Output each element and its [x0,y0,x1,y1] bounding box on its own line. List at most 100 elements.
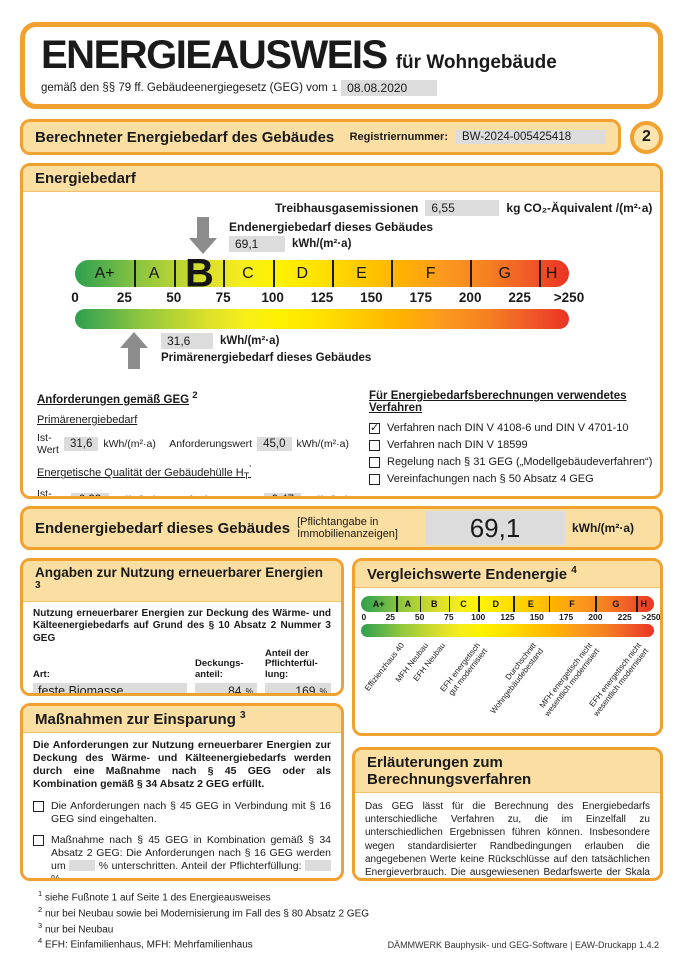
tick: 200 [588,612,603,622]
endenergie-label: Endenergiebedarf dieses Gebäudes [229,220,434,234]
verfahren-label-2: Verfahren nach DIN V 18599 [387,439,528,451]
endband-value-field: 69,1 [425,511,565,545]
ghg-value-field: 6,55 [425,200,500,216]
percent-sign: % [245,686,253,696]
ghg-row: Treibhausgasemissionen 6,55 kg CO₂-Äquiv… [275,200,652,216]
massnahmen-item: Die Anforderungen nach § 45 GEG in Verbi… [33,800,331,826]
footnote-ref-3b: 3 [240,710,246,721]
erlaeuterungen-title: Erläuterungen zum Berechnungsverfahren [355,750,660,793]
tick-250plus: >250 [553,290,585,305]
col-deckungsanteil: Deckungs- anteil: [195,658,244,680]
tick: 125 [500,612,515,622]
tick-75: 75 [215,290,231,305]
scale-letter-d: D [296,264,309,282]
scale-letter-g: G [498,264,511,282]
ht-ist-field: 0,33 [70,492,110,496]
tick-25: 25 [116,290,132,305]
verfahren-checkbox-3 [369,457,380,468]
blank-percent-field [69,860,96,871]
vergleich-gradient-bar [361,624,654,637]
tick-200: 200 [458,290,482,305]
verfahren-item: ✓ Verfahren nach DIN V 4108-6 und DIN V … [369,422,655,434]
energy-class-scale: A+ A B C D E F G H [75,251,569,295]
anforderungswert-label-2: Anforderungswert [176,494,259,496]
verfahren-item: Vereinfachungen nach § 50 Absatz 4 GEG [369,473,655,485]
endenergie-marker-arrow-icon [189,217,217,254]
footnote-1: 1 siehe Fußnote 1 auf Seite 1 des Energi… [38,889,271,904]
erlaeuterungen-body: Das GEG lässt für die Berechnung des Ene… [365,801,650,878]
tick: 225 [617,612,632,622]
pe-anf-unit: kWh/(m²·a) [296,437,350,450]
scale-letter-b-rating: B [185,251,214,295]
section-banner: Berechneter Energiebedarf des Gebäudes R… [20,119,621,155]
tick-150: 150 [360,290,383,305]
scale-letter: B [431,599,438,609]
vergleich-ticks: 0 25 50 75 100 125 150 175 200 225 >250 [361,612,660,624]
footnote-ref-3: 3 [35,580,41,591]
tick-50: 50 [166,290,182,305]
page-subtitle: für Wohngebäude [395,52,557,73]
massnahmen-item: Maßnahme nach § 45 GEG in Kombination ge… [33,834,332,878]
endband-unit: kWh/(m²·a) [572,521,634,535]
tick: 0 [361,612,367,622]
tick: >250 [641,612,661,622]
massnahmen-title: Maßnahmen zur Einsparung [35,711,236,728]
anforderungswert-label: Anforderungswert [169,437,253,450]
verfahren-label-1: Verfahren nach DIN V 4108-6 und DIN V 47… [387,422,629,434]
endenergie-value-field: 69,1 [229,236,285,252]
gebaeudehuelle-subtitle: Energetische Qualität der Gebäudehülle H… [37,463,252,482]
gradient-bar [75,309,569,329]
endenergie-unit: kWh/(m²·a) [292,238,352,250]
col-art: Art: [33,668,50,680]
banner-title: Berechneter Energiebedarf des Gebäudes [35,128,335,146]
verfahren-item: Verfahren nach DIN V 18599 [369,439,655,451]
verfahren-checkbox-2 [369,440,380,451]
massnahmen-intro: Die Anforderungen zur Nutzung erneuerbar… [33,739,331,791]
energiebedarf-title: Energiebedarf [23,166,660,192]
footnote-4: 4 EFH: Einfamilienhaus, MFH: Mehrfamilie… [38,936,253,951]
footnote-ref-2: 2 [192,390,198,401]
tick-175: 175 [409,290,433,305]
software-credit: DÄMMWERK Bauphysik- und GEG-Software | E… [387,940,659,950]
tick-125: 125 [310,290,334,305]
geg-date-field: 08.08.2020 [341,80,438,96]
scale-letter: A [404,599,412,609]
primaerenergie-label: Primärenergiebedarf dieses Gebäudes [161,352,372,364]
verfahren-item: Regelung nach § 31 GEG („Modellgebäudeve… [369,456,655,468]
scale-letter-e: E [356,264,367,282]
anforderungen-title: Anforderungen gemäß GEG [37,393,190,406]
tick-100: 100 [261,290,284,305]
footnotes: 1 siehe Fußnote 1 auf Seite 1 des Energi… [38,889,663,952]
tick: 100 [471,612,486,622]
tick: 150 [529,612,544,622]
primaerenergie-marker-arrow-icon [120,332,148,369]
energiebedarf-panel: Energiebedarf Treibhausgasemissionen 6,5… [20,163,663,499]
scale-ticks: 0 25 50 75 100 125 150 175 200 225 >250 [71,290,584,306]
erneuerbare-table: Art: Deckungs- anteil: Anteil der Pflich… [33,648,331,696]
scale-letter-h: H [545,264,558,282]
percent-sign: % [319,686,327,696]
footnote-ref-4: 4 [571,565,577,576]
page-number-badge: 2 [630,120,663,154]
vergleichswerte-panel: Vergleichswerte Endenergie 4 A+ A B C D … [352,558,663,736]
scale-letter: D [492,599,500,609]
blank-percent-field [305,860,332,871]
endband-note: [Pflichtangabe in Immobilienanzeigen] [297,516,398,540]
pe-anf-field: 45,0 [257,436,292,451]
scale-letter: H [640,599,647,609]
primaerenergie-value-field: 31,6 [161,333,213,349]
massnahmen-label-1: Die Anforderungen nach § 45 GEG in Verbi… [51,799,331,825]
scale-letter: C [460,599,467,609]
verfahren-block: Für Energiebedarfsberechnungen verwendet… [369,390,655,496]
footnote-3: 3 nur bei Neubau [38,920,114,935]
ht-anf-unit: W/(m²·K) [306,494,349,496]
anforderungen-block: Anforderungen gemäß GEG 2 Primärenergieb… [37,390,350,496]
verfahren-title: Für Energiebedarfsberechnungen verwendet… [369,390,627,414]
erneuerbare-panel: Angaben zur Nutzung erneuerbarer Energie… [20,558,344,696]
verfahren-checkbox-1: ✓ [369,422,380,434]
scale-letter-f: F [425,264,436,282]
verfahren-label-3: Regelung nach § 31 GEG („Modellgebäudeve… [387,456,653,468]
tick: 25 [385,612,396,622]
massnahmen-checkbox-1 [33,800,44,812]
